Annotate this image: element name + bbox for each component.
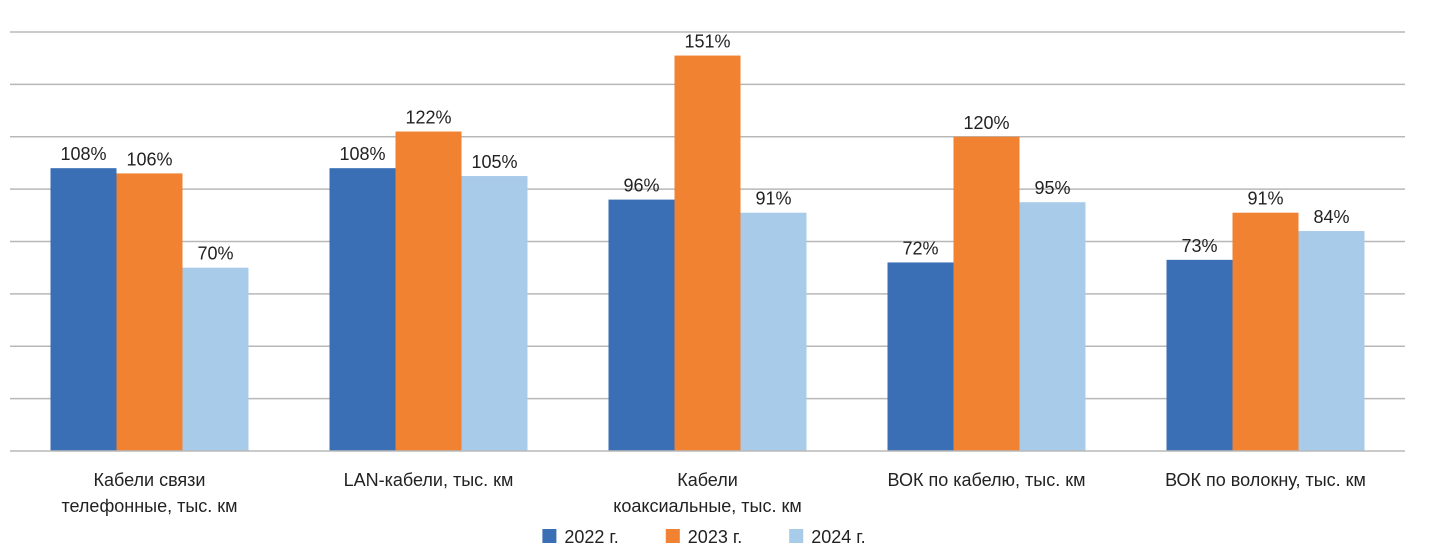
bar-1-5 [1166,259,1233,451]
bar-3-2 [461,176,528,451]
data-label: 96% [623,176,659,196]
legend-swatch [665,529,680,543]
bar-2-1 [116,173,183,451]
category-label: Кабели связи телефонные, тыс. км [61,470,237,516]
category-labels: Кабели связи телефонные, тыс. км LAN-кабел… [61,470,1365,516]
legend-label: 2024 г. [811,527,865,547]
bar-2-4 [953,136,1020,451]
data-label: 95% [1034,178,1070,198]
bar-1-3 [608,199,675,451]
legend-swatch [542,529,557,543]
legend: 2022 г. 2023 г. 2024 г. [542,527,866,547]
data-label: 72% [902,238,938,258]
data-label: 106% [126,149,172,169]
value-labels: 108% 106% 70% 108% 122% 105% 96% 151% 91% 72% 120%… [60,32,1349,264]
data-label: 84% [1313,207,1349,227]
data-label: 70% [197,244,233,264]
category-label: Кабели коаксиальные, тыс. км [613,470,801,516]
legend-swatch [789,529,804,543]
data-label: 120% [963,113,1009,133]
category-label: ВОК по кабелю, тыс. км [888,470,1086,490]
data-label: 105% [471,152,517,172]
data-label: 122% [405,108,451,128]
data-label: 108% [60,144,106,164]
data-label: 91% [755,189,791,209]
bar-3-1 [182,267,249,451]
bar-1-1 [50,168,117,452]
bars [50,55,1365,452]
bar-2-3 [674,55,741,451]
bar-1-2 [329,168,396,452]
bar-3-3 [740,212,807,451]
category-label: LAN-кабели, тыс. км [344,470,514,490]
bar-1-4 [887,262,954,451]
data-label: 73% [1181,236,1217,256]
bar-3-5 [1298,231,1365,451]
category-label: ВОК по волокну, тыс. км [1165,470,1366,490]
bar-3-4 [1019,202,1086,451]
bar-2-2 [395,131,462,451]
bar-2-5 [1232,212,1299,451]
data-label: 91% [1247,189,1283,209]
legend-label: 2022 г. [564,527,618,547]
data-label: 151% [684,32,730,52]
legend-label: 2023 г. [688,527,742,547]
data-label: 108% [339,144,385,164]
